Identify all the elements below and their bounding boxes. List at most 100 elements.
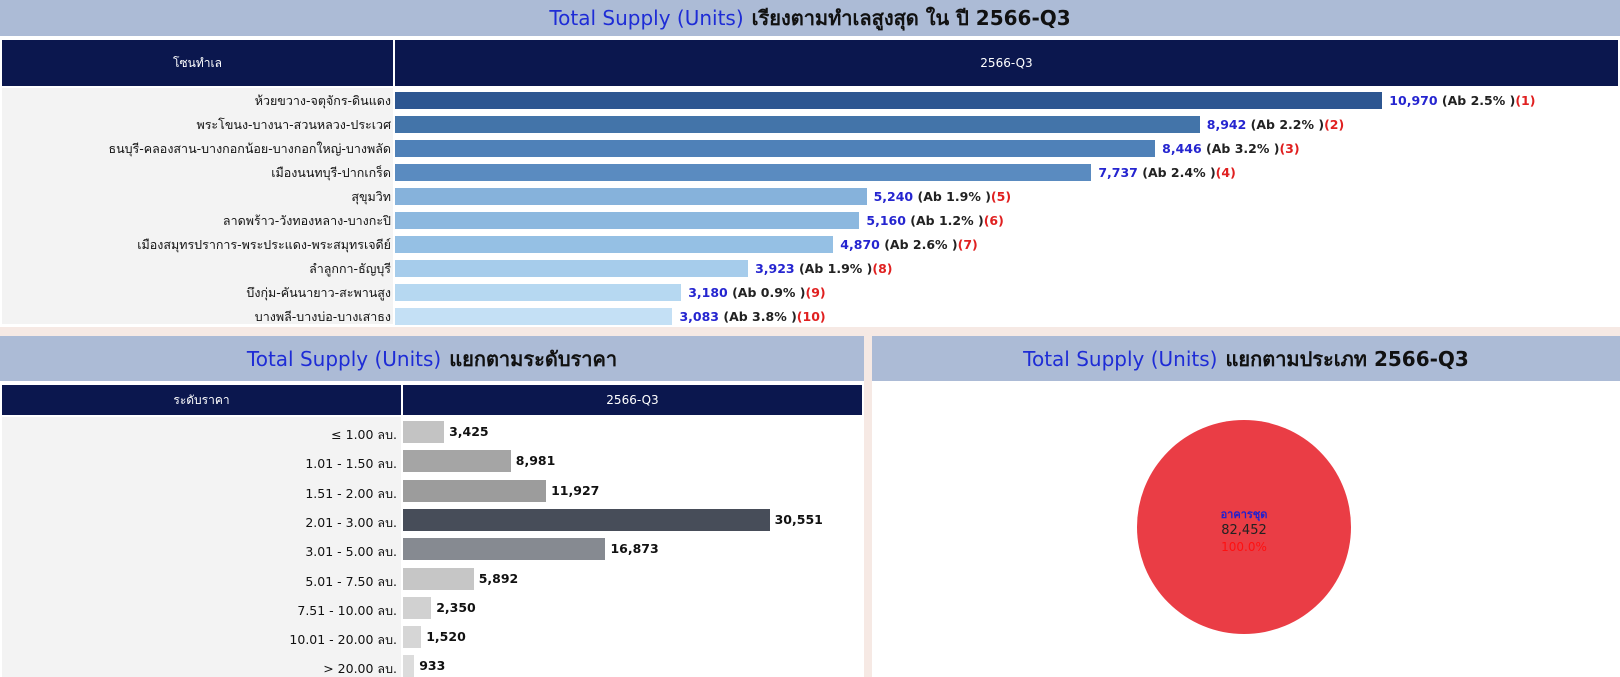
price-bar-value: 933 [419,658,446,674]
price-chart-title: Total Supply (Units) แยกตามระดับราคา [0,336,864,381]
price-bar[interactable] [403,508,770,531]
zone-value: 3,083 [679,309,720,324]
price-period-header: 2566-Q3 [403,385,862,415]
zone-bar[interactable] [395,236,834,253]
zone-value: 4,870 [840,237,880,252]
zone-row-label: ลำลูกกา-ธัญบุรี [309,261,391,276]
zone-bar-value-label: 7,737 (Ab 2.4% )(4) [1098,165,1235,180]
price-row-label: ≤ 1.00 ลบ. [331,427,397,442]
pie-slice-percent: 100.0% [1221,540,1267,554]
zone-column-header: โซนทำเล [2,40,393,86]
zone-bar-value-label: 4,870 (Ab 2.6% )(7) [840,237,977,252]
type-chart-panel: Total Supply (Units) แยกตามประเภท 2566-Q… [872,336,1620,677]
zone-row-label: ห้วยขวาง-จตุจักร-ดินแดง [254,93,391,108]
zone-value: 3,923 [755,261,795,276]
zone-value: 5,240 [873,189,914,204]
price-bar-value: 16,873 [610,541,659,557]
zone-row-label: บางพลี-บางบ่อ-บางเสาธง [254,309,391,324]
zone-absorption: (Ab 1.9% ) [798,261,873,276]
zone-rank: (10) [796,309,826,324]
price-row-label: 1.51 - 2.00 ลบ. [305,485,397,501]
price-bar[interactable] [403,596,432,619]
zone-value: 5,160 [866,213,906,228]
zone-bar[interactable] [395,260,749,277]
zone-rank: (5) [990,189,1012,204]
zone-bar-value-label: 10,970 (Ab 2.5% )(1) [1389,93,1535,108]
zone-row-label: ลาดพร้าว-วังทองหลาง-บางกะปิ [222,213,391,228]
price-chart-panel: Total Supply (Units) แยกตามระดับราคา ระด… [0,336,864,677]
zone-bar[interactable] [395,116,1200,133]
zone-row-label: บึงกุ่ม-คันนายาว-สะพานสูง [246,285,391,300]
price-bar[interactable] [403,538,606,561]
pie-slice-condo[interactable] [1137,420,1351,634]
zone-period-header: 2566-Q3 [395,40,1618,86]
zone-chart-title: Total Supply (Units) เรียงตามทำเลสูงสุด … [0,0,1620,36]
price-bar-value: 5,892 [478,570,519,586]
zone-absorption: (Ab 2.6% ) [884,237,958,252]
price-label-column [2,417,401,677]
zone-bar[interactable] [395,308,673,325]
zone-chart-title-rest: เรียงตามทำเลสูงสุด ใน ปี 2566-Q3 [751,6,1071,30]
zone-bar-value-label: 8,446 (Ab 3.2% )(3) [1162,141,1299,156]
zone-bar[interactable] [395,140,1156,157]
pie-slice-name: อาคารชุด [1220,508,1268,521]
zone-label-column [2,88,393,324]
zone-absorption: (Ab 1.9% ) [917,189,991,204]
zone-bar-value-label: 8,942 (Ab 2.2% )(2) [1207,117,1344,132]
price-bar[interactable] [403,421,445,443]
zone-row-label: เมืองสมุทรปราการ-พระประแดง-พระสมุทรเจดีย… [137,237,391,252]
price-bar[interactable] [403,626,422,649]
zone-rank: (8) [872,261,893,276]
zone-chart-title-blue: Total Supply (Units) [549,6,744,30]
price-bar-value: 8,981 [515,453,556,469]
zone-absorption: (Ab 3.8% ) [723,309,797,324]
zone-absorption: (Ab 2.4% ) [1142,165,1216,180]
type-pie-chart [1137,420,1351,634]
price-bar[interactable] [403,450,511,473]
zone-bar[interactable] [395,164,1092,181]
zone-bar[interactable] [395,92,1383,109]
price-bar-value: 2,350 [436,599,476,615]
price-bar-value: 11,927 [551,482,600,498]
zone-chart-panel: Total Supply (Units) เรียงตามทำเลสูงสุด … [0,0,1620,327]
zone-row-label: พระโขนง-บางนา-สวนหลวง-ประเวศ [196,117,391,132]
pie-label-group: อาคารชุด 82,452 100.0% [1144,507,1344,555]
price-bar-value: 3,425 [449,424,489,439]
zone-row-label: ธนบุรี-คลองสาน-บางกอกน้อย-บางกอกใหญ่-บาง… [108,141,391,156]
price-row-label: 3.01 - 5.00 ลบ. [305,544,397,560]
zone-absorption: (Ab 2.2% ) [1250,117,1325,132]
zone-bar[interactable] [395,212,860,229]
zone-absorption: (Ab 1.2% ) [910,213,984,228]
price-row-label: 2.01 - 3.00 ลบ. [305,514,397,530]
price-bar-value: 1,520 [426,629,466,645]
price-bar[interactable] [403,567,474,590]
zone-absorption: (Ab 2.5% ) [1441,93,1516,108]
zone-rank: (9) [805,285,826,300]
zone-rank: (7) [957,237,978,252]
zone-rank: (1) [1515,93,1536,108]
price-chart-title-rest: แยกตามระดับราคา [449,346,618,371]
zone-row-label: สุขุมวิท [351,189,391,204]
zone-bar[interactable] [395,188,867,205]
zone-value: 10,970 [1389,93,1438,108]
zone-rank: (6) [983,213,1004,228]
zone-bar[interactable] [395,284,682,301]
price-bar[interactable] [403,479,547,502]
price-bar[interactable] [403,655,415,677]
price-row-label: > 20.00 ลบ. [323,661,397,677]
zone-value: 8,446 [1162,141,1202,156]
type-chart-title-blue: Total Supply (Units) [1023,346,1218,371]
zone-rank: (2) [1324,117,1345,132]
price-chart-title-blue: Total Supply (Units) [246,346,442,371]
pie-slice-value: 82,452 [1221,523,1267,538]
zone-absorption: (Ab 0.9% ) [732,285,806,300]
type-chart-title-rest: แยกตามประเภท 2566-Q3 [1225,346,1469,371]
zone-bar-value-label: 3,083 (Ab 3.8% )(10) [679,309,825,324]
zone-value: 8,942 [1206,117,1247,132]
zone-row-label: เมืองนนทบุรี-ปากเกร็ด [271,165,391,180]
price-row-label: 5.01 - 7.50 ลบ. [305,573,397,589]
zone-value: 3,180 [688,285,728,300]
zone-rank: (4) [1215,165,1236,180]
zone-bar-value-label: 5,160 (Ab 1.2% )(6) [866,213,1003,228]
zone-absorption: (Ab 3.2% ) [1206,141,1280,156]
